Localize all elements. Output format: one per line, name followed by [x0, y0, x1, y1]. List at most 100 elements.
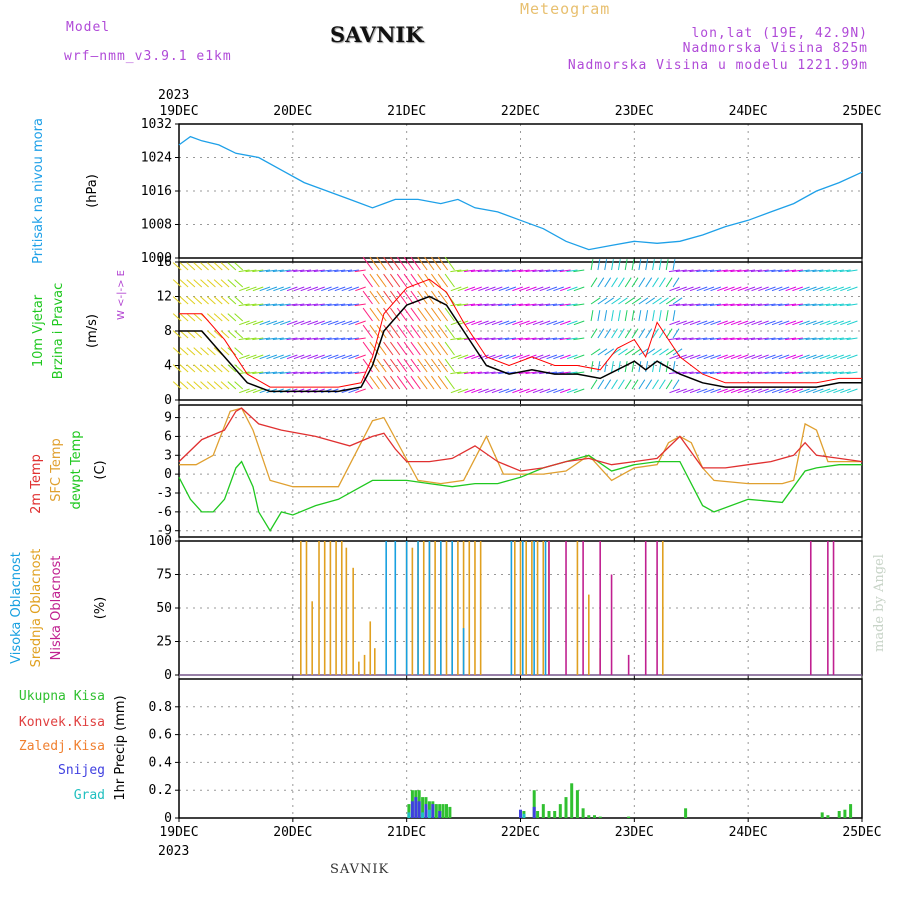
pressure-unit: (hPa): [85, 174, 100, 208]
wind-arrow: [444, 358, 455, 373]
wind-arrow: [624, 328, 632, 339]
wind-arrow: [213, 381, 223, 390]
wind-arrow: [604, 348, 615, 356]
wind-arrow: [437, 341, 449, 356]
wind-arrow: [286, 320, 298, 326]
wind-arrow: [696, 269, 708, 273]
wind-arrow: [696, 337, 708, 341]
wind-arrow: [234, 279, 244, 288]
precip-bar: [532, 790, 536, 818]
wind-arrow: [354, 337, 366, 341]
precip-bar: [410, 801, 414, 818]
wind-arrow: [245, 286, 257, 292]
wind-arrow: [750, 337, 762, 341]
wind-arrow: [689, 303, 701, 307]
wind-arrow: [389, 341, 401, 356]
wind-arrow: [341, 371, 353, 375]
wind-arrow: [703, 371, 715, 375]
wind-arrow: [590, 297, 601, 305]
wind-arrow: [751, 388, 762, 394]
y-tick-label: 0: [164, 811, 172, 826]
wind-arrow: [792, 354, 803, 360]
wind-arrow: [477, 303, 489, 307]
wind-arrow: [491, 286, 503, 292]
wind-arrow: [723, 269, 735, 273]
wind-arrow: [624, 259, 628, 271]
wind-arrow: [590, 348, 601, 356]
wind-arrow: [785, 337, 797, 341]
wind-arrow: [778, 337, 790, 341]
wind-arrow: [512, 354, 523, 360]
wind-speed-line: [179, 295, 862, 393]
precip-bar: [553, 811, 557, 818]
wind-arrow: [645, 348, 656, 356]
wind-arrow: [532, 303, 544, 307]
wind-arrow: [703, 388, 715, 394]
wind-arrow: [362, 307, 373, 322]
wind-arrow: [259, 354, 271, 360]
wind-arrow: [313, 371, 325, 375]
precip-bar: [684, 808, 688, 818]
wind-arrow: [525, 320, 537, 326]
wind-arrow: [430, 256, 442, 271]
wind-arrow: [186, 279, 196, 288]
wind-arrow: [220, 296, 230, 305]
wind-axis-title-1: 10m Vjetar: [31, 294, 46, 367]
wind-arrow: [444, 273, 455, 288]
wind-arrow: [245, 303, 257, 307]
wind-arrow: [457, 388, 469, 394]
wind-arrow: [464, 354, 476, 360]
wind-arrow: [348, 388, 360, 394]
wind-arrow: [396, 358, 408, 373]
sfc-temp-line: [179, 407, 862, 488]
wind-arrow: [730, 354, 742, 360]
wind-arrow: [597, 348, 608, 356]
bottom-time-label: 24DEC: [729, 825, 768, 840]
wind-arrow: [546, 320, 558, 326]
wind-arrow: [839, 303, 851, 307]
bottom-time-label: 20DEC: [273, 825, 312, 840]
wind-arrow: [525, 388, 537, 394]
wind-arrow: [791, 371, 803, 375]
y-tick-label: -3: [156, 486, 172, 501]
precip-bar: [448, 806, 452, 818]
wind-arrow: [709, 371, 721, 375]
y-tick-label: -9: [156, 524, 172, 539]
wind-arrow: [259, 337, 271, 341]
wind-arrow: [424, 256, 435, 271]
wind-arrow: [417, 341, 428, 356]
wind-arrow: [518, 337, 530, 341]
wind-arrow: [716, 371, 728, 375]
wind-arrow: [369, 358, 380, 373]
wind-arrow: [327, 371, 339, 375]
wind-arrow: [665, 379, 673, 390]
wind-arrow: [833, 354, 844, 360]
wind-arrow: [410, 324, 421, 339]
top-time-label: 19DEC: [159, 104, 198, 119]
wind-arrow: [798, 337, 810, 341]
wind-arrow: [617, 277, 625, 288]
wind-arrow: [273, 320, 284, 326]
precip-bar: [541, 804, 545, 818]
wind-arrow: [833, 320, 844, 326]
wind-arrow: [417, 256, 428, 271]
top-time-label: 22DEC: [501, 104, 540, 119]
wind-arrow: [376, 375, 387, 390]
wind-arrow: [645, 259, 649, 271]
wind-arrow: [348, 320, 360, 326]
wind-arrow: [553, 388, 564, 394]
wind-arrow: [675, 303, 687, 307]
wind-arrow: [206, 262, 216, 271]
wind-arrow: [206, 279, 216, 288]
wind-arrow: [354, 269, 366, 273]
wind-arrow: [272, 269, 284, 273]
wind-arrow: [471, 320, 482, 326]
wind-arrow: [539, 354, 551, 360]
wind-arrow: [723, 337, 735, 341]
wind-arrow: [186, 347, 196, 356]
wind-arrow: [638, 310, 642, 322]
wind-arrow: [389, 256, 401, 271]
wind-arrow: [573, 371, 585, 375]
wind-arrows: [172, 256, 858, 394]
y-tick-label: 0.6: [149, 728, 172, 743]
